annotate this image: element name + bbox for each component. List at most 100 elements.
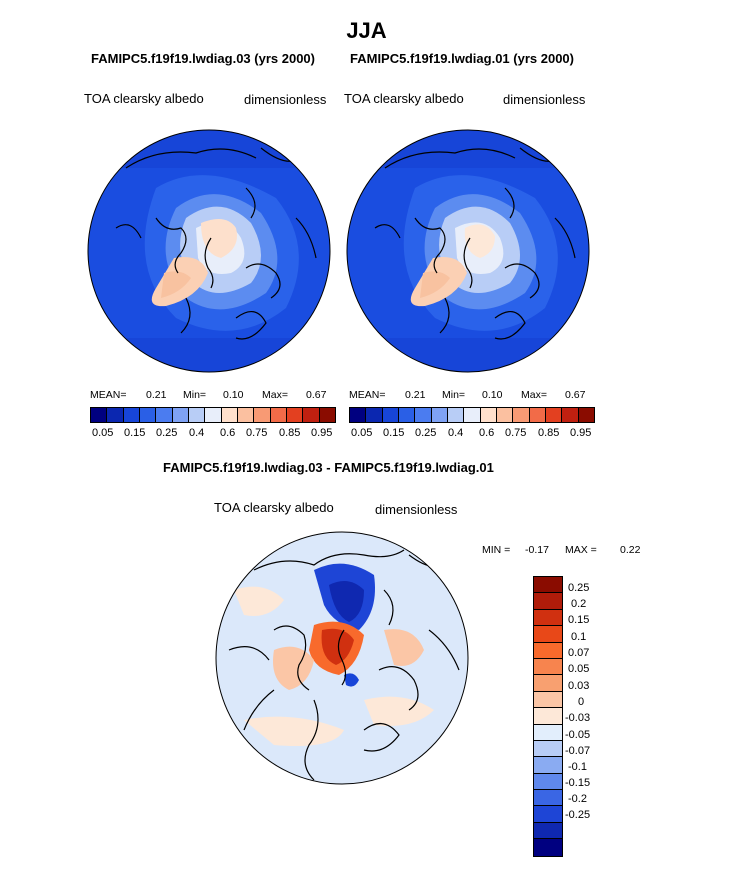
vbar-label-10: -0.07 xyxy=(565,745,591,757)
colorbar-swatch xyxy=(156,408,173,422)
left-mean-label: MEAN= xyxy=(90,389,127,401)
right-max-label: Max= xyxy=(521,389,547,401)
colorbar-swatch xyxy=(237,408,255,422)
right-mean-label: MEAN= xyxy=(349,389,386,401)
colorbar-left xyxy=(90,407,336,423)
cbar-left-tick-4: 0.6 xyxy=(220,427,236,439)
right-min-label: Min= xyxy=(442,389,466,401)
vbar-label-6: 0.03 xyxy=(568,680,590,692)
cbar-right-tick-6: 0.85 xyxy=(538,427,560,439)
panel-right-units: dimensionless xyxy=(503,92,586,107)
cbar-right-tick-0: 0.05 xyxy=(351,427,373,439)
colorbar-swatch xyxy=(534,757,562,774)
vbar-label-7: 0 xyxy=(578,696,585,708)
colorbar-swatch xyxy=(534,691,562,709)
difference-min-value: -0.17 xyxy=(525,544,549,556)
vbar-label-14: -0.25 xyxy=(565,809,591,821)
colorbar-swatch xyxy=(534,708,562,725)
colorbar-swatch xyxy=(205,408,222,422)
colorbar-swatch xyxy=(534,675,562,692)
panel-right-title: FAMIPC5.f19f19.lwdiag.01 (yrs 2000) xyxy=(350,51,574,66)
difference-title: FAMIPC5.f19f19.lwdiag.03 - FAMIPC5.f19f1… xyxy=(163,460,494,475)
colorbar-swatch xyxy=(415,408,432,422)
colorbar-swatch xyxy=(221,408,238,422)
vbar-label-1: 0.2 xyxy=(571,598,587,610)
colorbar-swatch xyxy=(139,408,157,422)
vbar-label-13: -0.2 xyxy=(568,793,587,805)
colorbar-swatch xyxy=(480,408,497,422)
vbar-label-9: -0.05 xyxy=(565,729,591,741)
cbar-right-tick-3: 0.4 xyxy=(448,427,464,439)
colorbar-swatch xyxy=(303,408,320,422)
colorbar-swatch xyxy=(534,806,562,823)
colorbar-swatch xyxy=(578,408,594,422)
season-title: JJA xyxy=(346,18,387,43)
map-right-polar xyxy=(346,129,590,373)
map-difference-polar xyxy=(215,531,469,785)
cbar-left-tick-7: 0.95 xyxy=(311,427,333,439)
colorbar-swatch xyxy=(534,642,562,659)
cbar-right-tick-4: 0.6 xyxy=(479,427,495,439)
left-max-value: 0.67 xyxy=(306,389,327,401)
colorbar-swatch xyxy=(534,577,562,594)
difference-colorbar xyxy=(533,576,563,857)
vbar-label-4: 0.07 xyxy=(568,647,590,659)
cbar-right-tick-5: 0.75 xyxy=(505,427,527,439)
cbar-left-tick-1: 0.15 xyxy=(124,427,146,439)
colorbar-swatch xyxy=(534,839,562,856)
difference-max-label: MAX = xyxy=(565,544,597,556)
colorbar-swatch xyxy=(123,408,140,422)
colorbar-swatch xyxy=(534,790,562,807)
colorbar-swatch xyxy=(534,822,562,840)
colorbar-swatch xyxy=(447,408,465,422)
colorbar-swatch xyxy=(545,408,563,422)
right-min-value: 0.10 xyxy=(482,389,503,401)
vbar-label-5: 0.05 xyxy=(568,663,590,675)
colorbar-swatch xyxy=(254,408,271,422)
colorbar-swatch xyxy=(534,626,562,643)
cbar-left-tick-5: 0.75 xyxy=(246,427,268,439)
colorbar-swatch xyxy=(496,408,514,422)
cbar-right-tick-2: 0.25 xyxy=(415,427,437,439)
colorbar-swatch xyxy=(534,658,562,676)
colorbar-swatch xyxy=(534,740,562,758)
right-mean-value: 0.21 xyxy=(405,389,426,401)
colorbar-swatch xyxy=(534,724,562,741)
colorbar-swatch xyxy=(398,408,416,422)
difference-units: dimensionless xyxy=(375,502,458,517)
colorbar-swatch xyxy=(286,408,304,422)
colorbar-swatch xyxy=(513,408,530,422)
colorbar-swatch xyxy=(270,408,287,422)
vbar-label-8: -0.03 xyxy=(565,712,591,724)
cbar-left-tick-0: 0.05 xyxy=(92,427,114,439)
left-max-label: Max= xyxy=(262,389,288,401)
vbar-label-2: 0.15 xyxy=(568,614,590,626)
vbar-label-3: 0.1 xyxy=(571,631,587,643)
colorbar-swatch xyxy=(534,609,562,627)
colorbar-swatch xyxy=(534,593,562,610)
colorbar-swatch xyxy=(562,408,579,422)
panel-right-variable: TOA clearsky albedo xyxy=(344,91,464,106)
vbar-label-0: 0.25 xyxy=(568,582,590,594)
colorbar-swatch xyxy=(534,773,562,791)
panel-left-title: FAMIPC5.f19f19.lwdiag.03 (yrs 2000) xyxy=(91,51,315,66)
panel-left-variable: TOA clearsky albedo xyxy=(84,91,204,106)
colorbar-swatch xyxy=(107,408,124,422)
left-min-value: 0.10 xyxy=(223,389,244,401)
colorbar-swatch xyxy=(172,408,189,422)
left-min-label: Min= xyxy=(183,389,207,401)
colorbar-right xyxy=(349,407,595,423)
colorbar-swatch xyxy=(529,408,546,422)
colorbar-swatch xyxy=(366,408,383,422)
left-mean-value: 0.21 xyxy=(146,389,167,401)
right-max-value: 0.67 xyxy=(565,389,586,401)
vbar-label-12: -0.15 xyxy=(565,777,591,789)
cbar-left-tick-3: 0.4 xyxy=(189,427,205,439)
colorbar-swatch xyxy=(91,408,108,422)
colorbar-swatch xyxy=(464,408,481,422)
colorbar-swatch xyxy=(350,408,367,422)
cbar-left-tick-6: 0.85 xyxy=(279,427,301,439)
colorbar-swatch xyxy=(319,408,335,422)
difference-min-label: MIN = xyxy=(482,544,511,556)
panel-left-units: dimensionless xyxy=(244,92,327,107)
